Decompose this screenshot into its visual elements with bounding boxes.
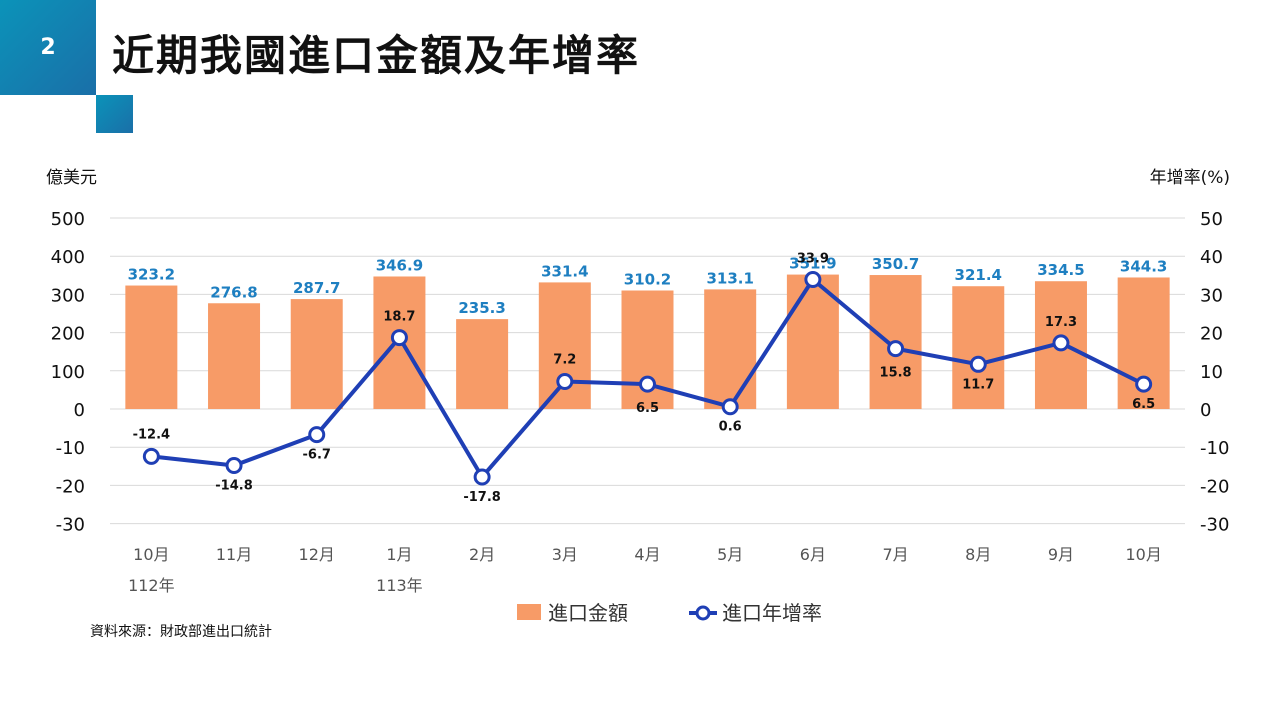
category-label: 12月 [299, 545, 335, 564]
growth-point [639, 375, 656, 393]
right-tick-label: 30 [1200, 285, 1223, 306]
growth-value-label: 18.7 [383, 310, 415, 325]
bar-value-label: 235.3 [458, 299, 505, 317]
category-label: 10月 [133, 545, 169, 564]
bar-value-label: 313.1 [706, 269, 753, 287]
legend-bar-label: 進口金額 [548, 601, 628, 625]
right-tick-label: 20 [1200, 324, 1223, 345]
category-label: 5月 [717, 545, 743, 564]
growth-value-label: 0.6 [719, 420, 742, 435]
bar-value-label: 310.2 [624, 271, 671, 289]
category-label: 11月 [216, 545, 252, 564]
growth-point [1052, 334, 1070, 352]
legend-bar-swatch [517, 604, 541, 620]
bar-value-label: 331.4 [541, 262, 588, 280]
category-label: 10月 [1125, 545, 1161, 564]
growth-value-label: -17.8 [463, 490, 500, 505]
growth-point [473, 468, 491, 486]
bar-value-label: 321.4 [955, 266, 1002, 284]
category-label: 3月 [552, 545, 578, 564]
slide-title: 近期我國進口金額及年增率 [112, 31, 641, 80]
left-tick-label: -20 [56, 476, 85, 497]
right-axis-title: 年增率(%) [1150, 168, 1230, 188]
category-label: 9月 [1048, 545, 1074, 564]
bar-value-label: 346.9 [376, 256, 423, 274]
left-axis-title: 億美元 [46, 168, 97, 188]
legend-line-label: 進口年增率 [722, 601, 822, 625]
growth-point [1135, 375, 1153, 393]
growth-point [887, 340, 905, 358]
growth-value-label: 6.5 [1132, 397, 1155, 412]
bar [538, 282, 591, 409]
legend: 進口金額 進口年增率 [517, 601, 822, 625]
growth-value-label: -6.7 [303, 448, 331, 463]
chart-labels: 5004003002001000-10-20-3050403020100-10-… [46, 168, 1230, 595]
bar [208, 303, 261, 409]
right-tick-label: 50 [1200, 209, 1223, 230]
growth-point [969, 355, 987, 373]
bar [125, 285, 178, 409]
growth-value-label: 11.7 [962, 377, 994, 392]
bar-value-label: 276.8 [210, 283, 257, 301]
slide-number: 2 [40, 35, 56, 60]
left-tick-label: 400 [51, 247, 85, 268]
growth-line [142, 271, 1153, 486]
growth-value-label: -14.8 [215, 479, 252, 494]
category-label: 8月 [965, 545, 991, 564]
growth-point [142, 447, 160, 465]
right-tick-label: 10 [1200, 362, 1223, 383]
growth-point [804, 271, 822, 289]
right-tick-label: -10 [1200, 438, 1229, 459]
slide-number-badge: 2 [0, 0, 96, 95]
growth-value-label: -12.4 [133, 427, 170, 442]
category-label: 7月 [882, 545, 908, 564]
left-tick-label: 100 [51, 362, 85, 383]
growth-value-label: 17.3 [1045, 315, 1077, 330]
year-label: 112年 [128, 576, 175, 595]
growth-point [225, 457, 243, 475]
bar-value-label: 334.5 [1037, 261, 1084, 279]
bar [704, 289, 757, 409]
growth-value-label: 15.8 [880, 366, 912, 381]
category-label: 2月 [469, 545, 495, 564]
bar [290, 299, 343, 409]
data-source-note: 資料來源：財政部進出口統計 [90, 624, 272, 640]
right-tick-label: 0 [1200, 400, 1211, 421]
bar-value-label: 287.7 [293, 279, 340, 297]
right-tick-label: 40 [1200, 247, 1223, 268]
growth-point [721, 398, 739, 416]
right-tick-label: -20 [1200, 476, 1229, 497]
bar-value-label: 350.7 [872, 255, 919, 273]
left-tick-label: -30 [56, 515, 85, 536]
left-tick-label: 300 [51, 285, 85, 306]
growth-value-label: 6.5 [636, 401, 659, 416]
category-label: 4月 [634, 545, 660, 564]
left-tick-label: 500 [51, 209, 85, 230]
year-label: 113年 [376, 576, 423, 595]
category-label: 6月 [800, 545, 826, 564]
category-label: 1月 [386, 545, 412, 564]
left-tick-label: 0 [74, 400, 85, 421]
bar [786, 274, 839, 409]
growth-point [308, 426, 326, 444]
bar-value-label: 351.9 [789, 255, 836, 273]
growth-point [390, 329, 408, 347]
left-tick-label: -10 [56, 438, 85, 459]
badge-accent-tab [96, 95, 133, 133]
left-tick-label: 200 [51, 324, 85, 345]
bars [125, 274, 1170, 409]
right-tick-label: -30 [1200, 515, 1229, 536]
bar [456, 319, 509, 409]
growth-value-label: 7.2 [553, 352, 576, 367]
bar-value-label: 323.2 [128, 266, 175, 284]
bar-value-label: 344.3 [1120, 257, 1167, 275]
growth-point [556, 372, 574, 390]
bar [952, 286, 1005, 409]
legend-line-marker [695, 605, 711, 621]
growth-value-label: 33.9 [797, 252, 829, 267]
